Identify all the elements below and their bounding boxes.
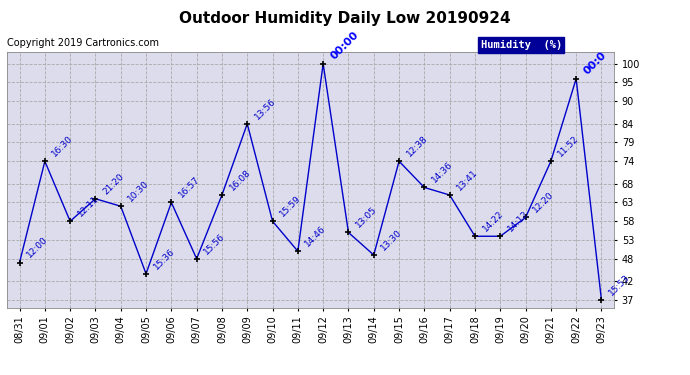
Text: 13:56: 13:56	[253, 96, 277, 121]
Text: 13:41: 13:41	[455, 168, 480, 192]
Text: 00:00: 00:00	[328, 29, 361, 61]
Text: 15:59: 15:59	[278, 194, 303, 219]
Text: Copyright 2019 Cartronics.com: Copyright 2019 Cartronics.com	[7, 38, 159, 48]
Text: 14:46: 14:46	[304, 224, 328, 249]
Text: 14:36: 14:36	[430, 160, 455, 185]
Text: 13:05: 13:05	[354, 205, 379, 230]
Text: 12:38: 12:38	[404, 134, 429, 159]
Text: 16:30: 16:30	[50, 134, 75, 159]
Text: 13:30: 13:30	[380, 228, 404, 252]
Text: 16:08: 16:08	[228, 168, 252, 192]
Text: 15:53: 15:53	[607, 273, 631, 297]
Text: Humidity  (%): Humidity (%)	[480, 40, 562, 50]
Text: 12:20: 12:20	[531, 190, 555, 215]
Text: 14:12: 14:12	[506, 209, 531, 234]
Text: 12:11: 12:11	[76, 194, 100, 219]
Text: 16:57: 16:57	[177, 175, 201, 200]
Text: 12:00: 12:00	[25, 235, 50, 260]
Text: 15:36: 15:36	[152, 246, 176, 271]
Text: 15:56: 15:56	[202, 231, 227, 256]
Text: 00:0: 00:0	[582, 50, 608, 76]
Text: 10:30: 10:30	[126, 179, 151, 204]
Text: Outdoor Humidity Daily Low 20190924: Outdoor Humidity Daily Low 20190924	[179, 11, 511, 26]
Text: 11:52: 11:52	[556, 134, 581, 159]
Text: 21:20: 21:20	[101, 171, 126, 196]
Text: 14:22: 14:22	[480, 209, 505, 234]
